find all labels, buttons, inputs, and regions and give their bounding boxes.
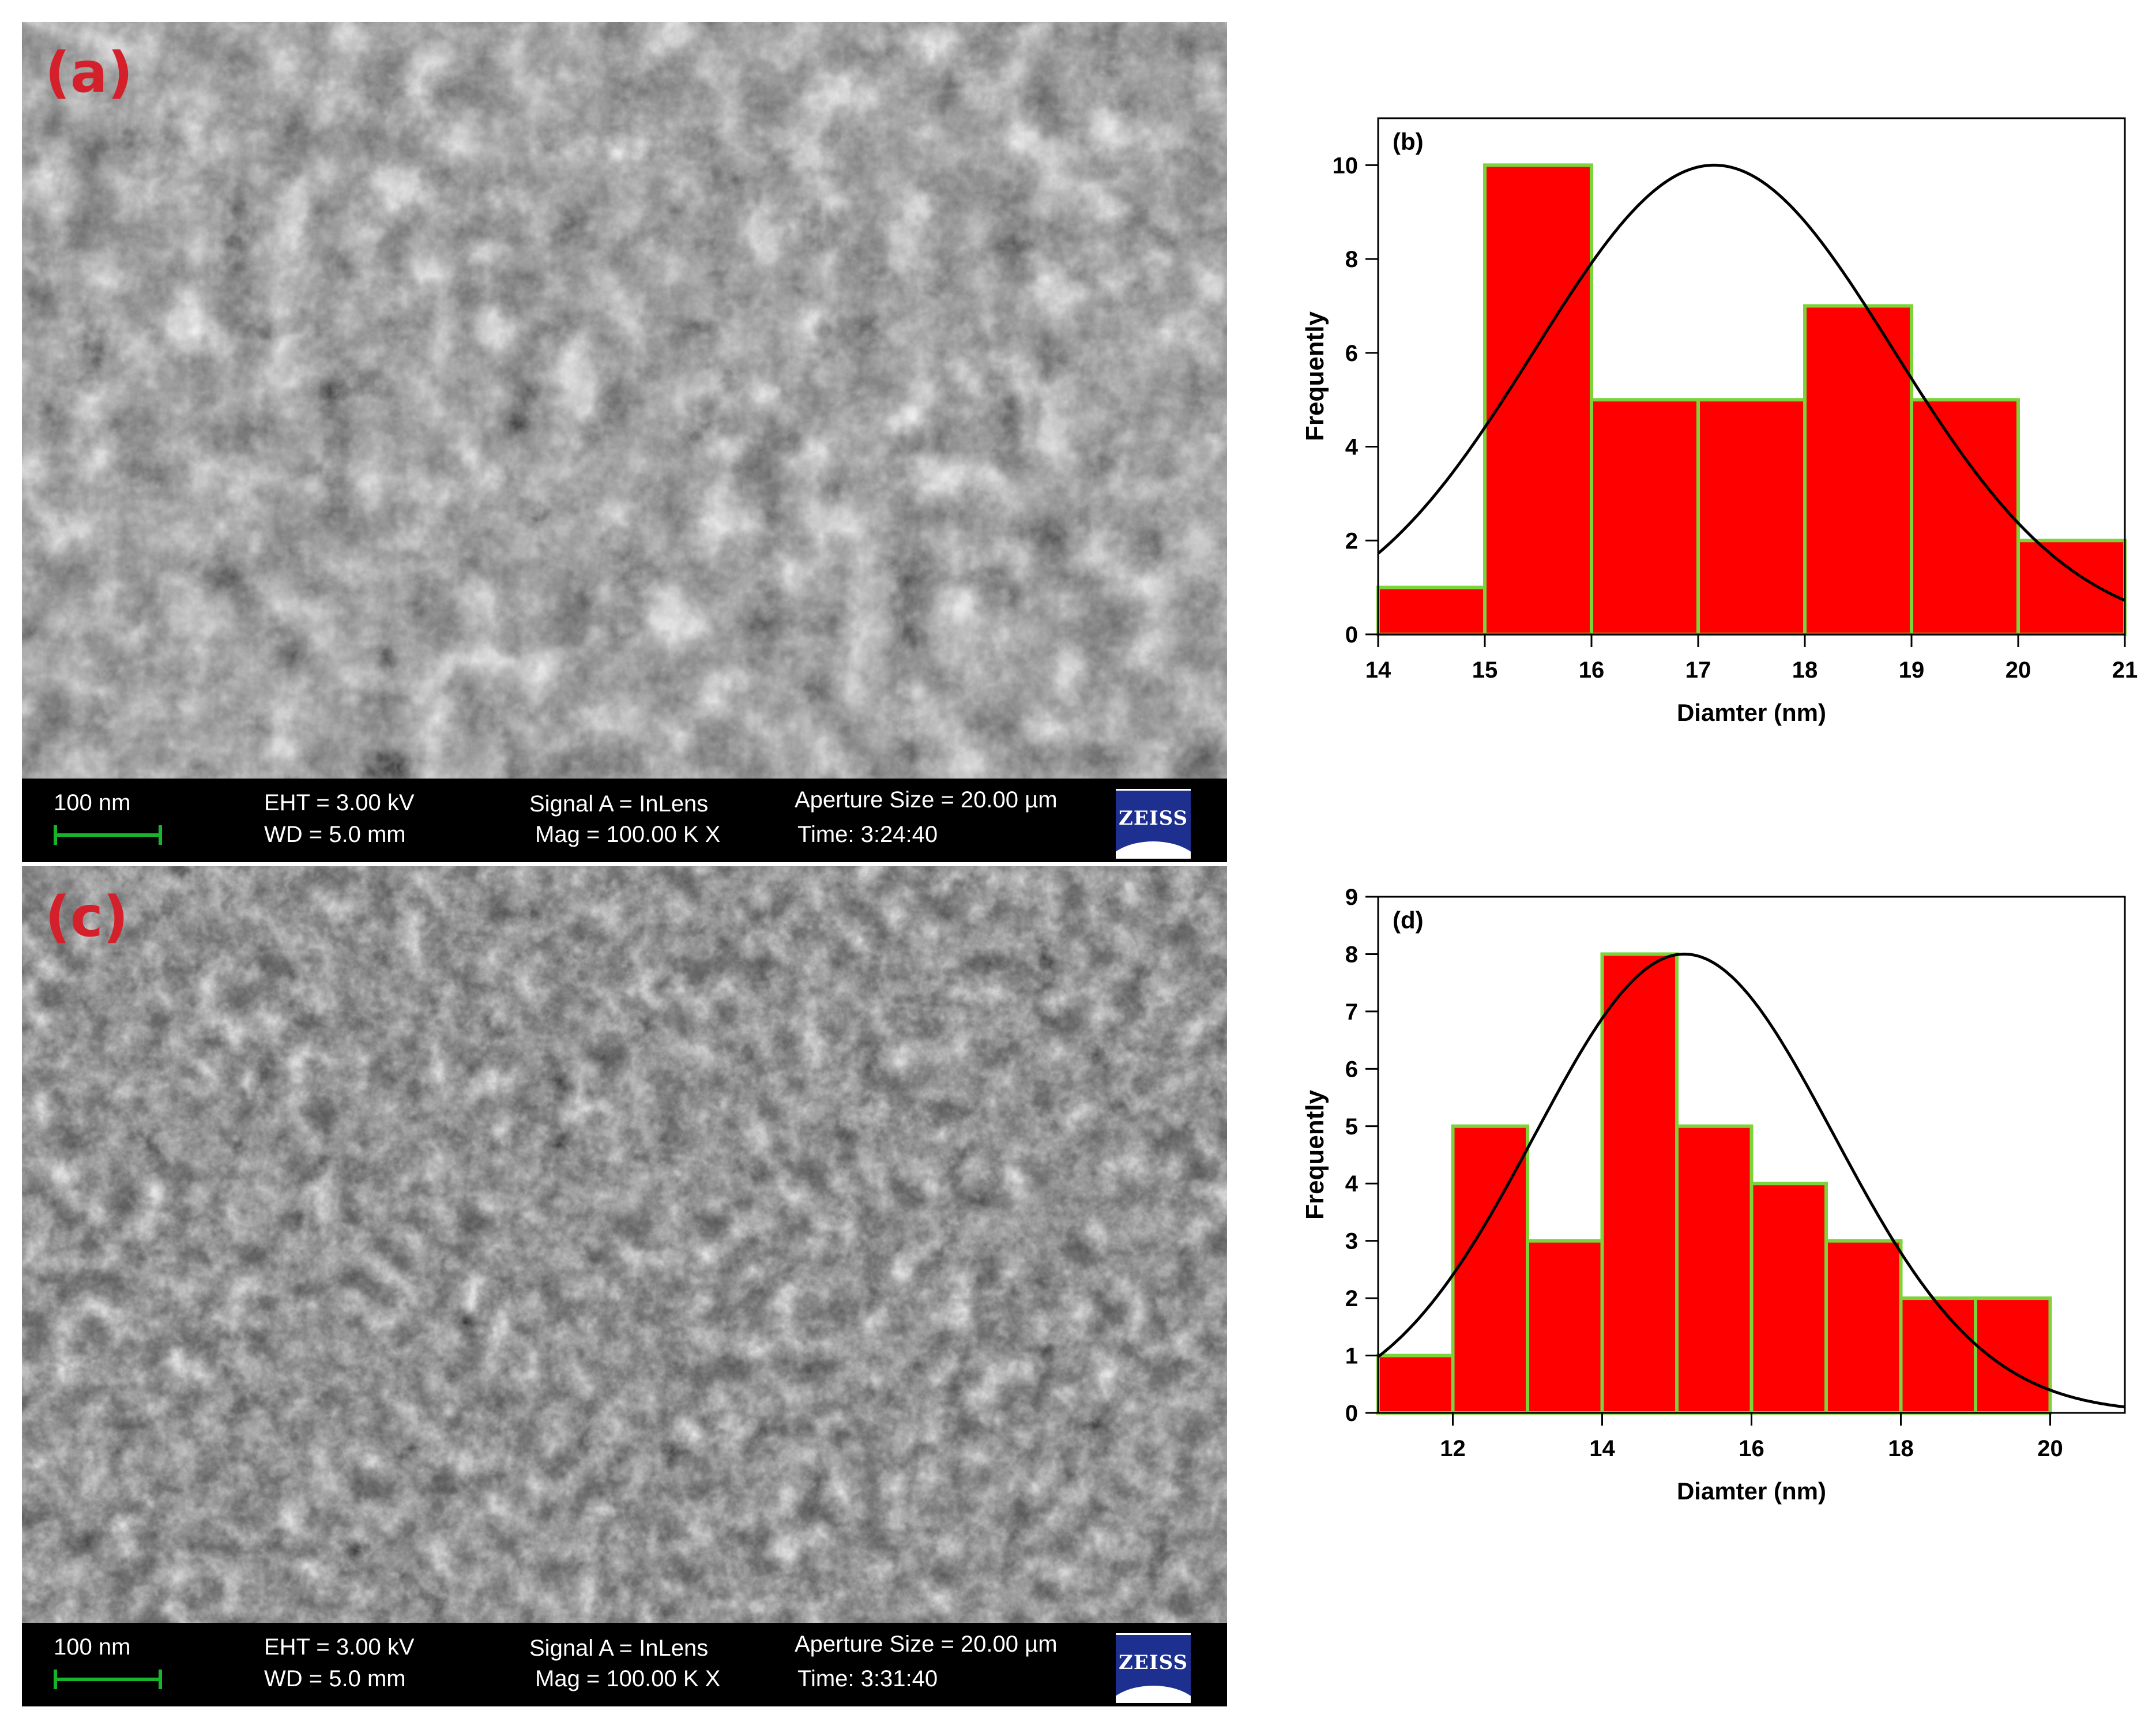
histogram-d: 12 14 16 18 20 0 1 2 3 4 5 6 7 8 9 Diamter (nm) Frequent… bbox=[1292, 865, 2156, 1505]
histogram-bar bbox=[2016, 539, 2127, 636]
x-tick-label: 15 bbox=[1472, 657, 1498, 683]
zeiss-logo-arc bbox=[1116, 841, 1191, 859]
x-tick-label: 14 bbox=[1589, 1436, 1615, 1461]
signal-value: Signal A = InLens bbox=[529, 791, 709, 817]
zeiss-logo: ZEISS bbox=[1116, 789, 1191, 859]
gaussian-fit-line bbox=[1377, 163, 2126, 602]
sem-info-bar-c: 100 nm EHT = 3.00 kV WD = 5.0 mm Signal … bbox=[22, 1623, 1227, 1706]
x-tick-label: 18 bbox=[1888, 1436, 1914, 1461]
eht-value: EHT = 3.00 kV bbox=[264, 790, 415, 815]
mag-value: Mag = 100.00 K X bbox=[535, 822, 721, 847]
y-tick-label: 6 bbox=[1345, 1056, 1358, 1082]
x-tick-label: 16 bbox=[1739, 1436, 1764, 1461]
histogram-bar bbox=[1590, 398, 1700, 636]
y-tick-label: 10 bbox=[1333, 153, 1359, 178]
histogram-bar bbox=[1803, 304, 1913, 637]
sem-info-bar-a: 100 nm EHT = 3.00 kV WD = 5.0 mm Signal … bbox=[22, 779, 1227, 862]
x-tick-label: 21 bbox=[2112, 657, 2138, 683]
histogram-bar bbox=[1600, 952, 1679, 1415]
x-tick-label: 20 bbox=[2006, 657, 2031, 683]
y-tick-label: 3 bbox=[1345, 1229, 1358, 1254]
wd-value: WD = 5.0 mm bbox=[264, 1666, 406, 1691]
sem-texture-a bbox=[22, 22, 1227, 779]
x-tick-label: 17 bbox=[1685, 657, 1711, 683]
histogram-bar bbox=[1483, 163, 1593, 636]
aperture-value: Aperture Size = 20.00 µm bbox=[795, 787, 1058, 813]
zeiss-logo-text: ZEISS bbox=[1119, 1651, 1188, 1674]
y-tick-label: 6 bbox=[1345, 341, 1358, 366]
histogram-bar bbox=[1910, 398, 2020, 636]
gaussian-fit-line bbox=[1377, 952, 2125, 1409]
histogram-bar bbox=[1376, 1353, 1455, 1415]
scale-bar-label: 100 nm bbox=[54, 1634, 131, 1660]
histogram-bar bbox=[1899, 1296, 1977, 1415]
scale-bar bbox=[54, 1670, 162, 1689]
sem-panel-a: (a) 100 nm EHT = 3.00 kV WD = 5.0 mm Sig… bbox=[22, 22, 1227, 862]
x-axis-label: Diamter (nm) bbox=[1677, 1477, 1826, 1505]
y-tick-label: 7 bbox=[1345, 999, 1358, 1025]
x-axis-label: Diamter (nm) bbox=[1677, 699, 1826, 726]
y-tick-label: 1 bbox=[1345, 1344, 1358, 1369]
mag-value: Mag = 100.00 K X bbox=[535, 1666, 721, 1691]
time-value: Time: 3:24:40 bbox=[797, 822, 938, 847]
zeiss-logo-text: ZEISS bbox=[1119, 807, 1188, 830]
plot-frame bbox=[1377, 117, 2126, 636]
histogram-b: 14 15 16 17 18 19 20 21 0 2 4 6 8 10 Diamter (nm) Frequ… bbox=[1292, 87, 2156, 727]
sem-micrograph-a: (a) bbox=[22, 22, 1227, 779]
y-tick-label: 4 bbox=[1345, 1171, 1359, 1197]
x-tick-label: 14 bbox=[1365, 657, 1391, 683]
x-tick-label: 18 bbox=[1792, 657, 1818, 683]
y-tick-label: 2 bbox=[1345, 1286, 1358, 1311]
y-tick-label: 2 bbox=[1345, 528, 1358, 554]
histogram-b-svg: 14 15 16 17 18 19 20 21 0 2 4 6 8 10 Diamter (nm) Frequ… bbox=[1301, 117, 2138, 726]
y-tick-label: 0 bbox=[1345, 1401, 1358, 1426]
y-tick-label: 4 bbox=[1345, 435, 1359, 460]
panel-label-a: (a) bbox=[45, 40, 133, 105]
eht-value: EHT = 3.00 kV bbox=[264, 1634, 415, 1660]
sem-panel-c: (c) 100 nm EHT = 3.00 kV WD = 5.0 mm Sig… bbox=[22, 866, 1227, 1706]
y-axis-label: Frequently bbox=[1301, 1090, 1329, 1220]
histogram-bar bbox=[1675, 1124, 1754, 1415]
histogram-bar bbox=[1376, 585, 1487, 636]
chart-panel-label: (d) bbox=[1393, 907, 1424, 934]
sem-texture-c bbox=[22, 866, 1227, 1623]
aperture-value: Aperture Size = 20.00 µm bbox=[795, 1631, 1058, 1657]
zeiss-logo: ZEISS bbox=[1116, 1633, 1191, 1703]
y-tick-label: 9 bbox=[1345, 885, 1358, 910]
panel-label-c: (c) bbox=[45, 885, 129, 949]
y-tick-label: 8 bbox=[1345, 942, 1358, 967]
chart-panel-label: (b) bbox=[1393, 128, 1424, 155]
scale-bar bbox=[54, 825, 162, 845]
y-tick-label: 8 bbox=[1345, 247, 1358, 272]
histogram-bar bbox=[1824, 1239, 1903, 1415]
y-axis-label: Frequently bbox=[1301, 311, 1329, 441]
histogram-bar bbox=[1526, 1239, 1604, 1415]
y-tick-label: 0 bbox=[1345, 622, 1358, 648]
x-tick-label: 20 bbox=[2037, 1436, 2063, 1461]
y-tick-label: 5 bbox=[1345, 1114, 1358, 1140]
signal-value: Signal A = InLens bbox=[529, 1635, 709, 1661]
x-tick-label: 19 bbox=[1899, 657, 1925, 683]
zeiss-logo-arc bbox=[1116, 1686, 1191, 1703]
wd-value: WD = 5.0 mm bbox=[264, 822, 406, 847]
scale-bar-label: 100 nm bbox=[54, 790, 131, 815]
histogram-bar bbox=[1696, 398, 1807, 636]
x-tick-label: 12 bbox=[1440, 1436, 1466, 1461]
time-value: Time: 3:31:40 bbox=[797, 1666, 938, 1691]
x-tick-label: 16 bbox=[1579, 657, 1605, 683]
sem-micrograph-c: (c) bbox=[22, 866, 1227, 1623]
histogram-bar bbox=[1749, 1182, 1828, 1415]
